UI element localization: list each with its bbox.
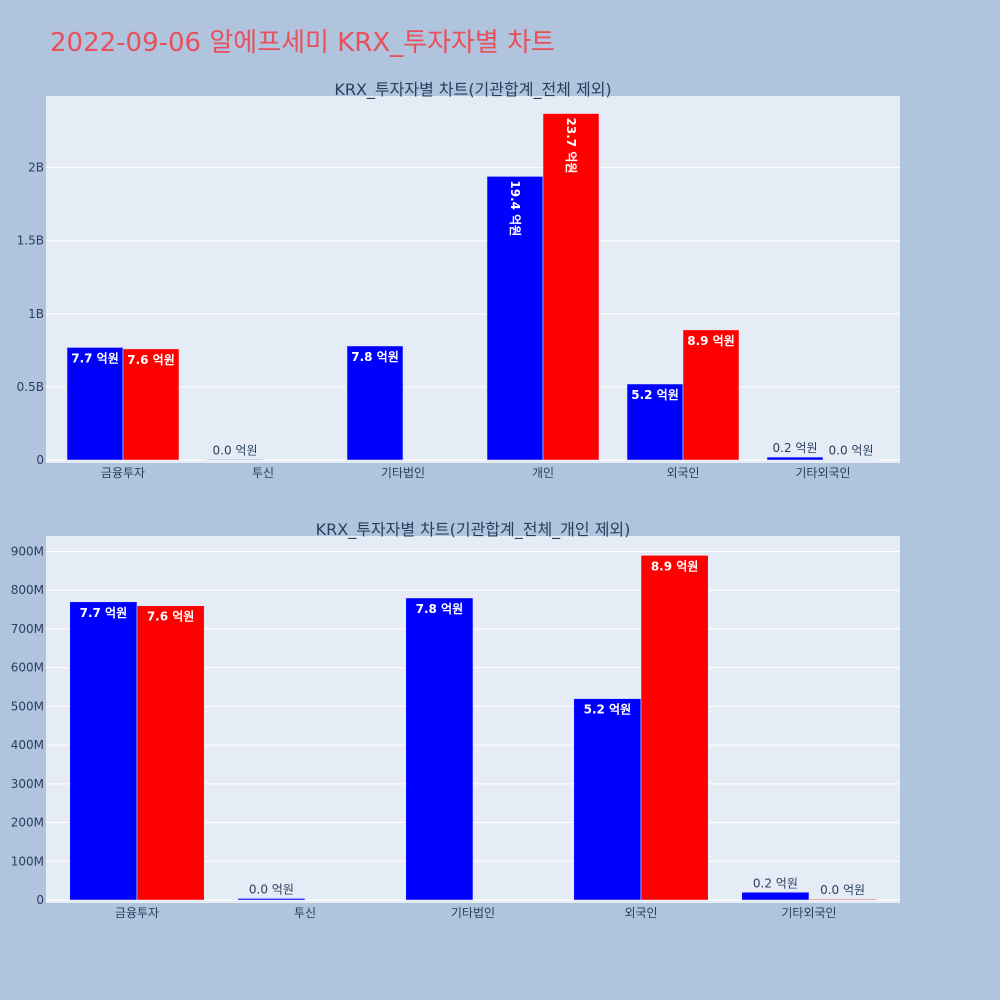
bar (626, 383, 684, 461)
data-label: 7.7 억원 (80, 606, 128, 620)
bar (741, 892, 810, 901)
y-tick-label: 700M (11, 622, 44, 636)
data-label: 0.0 억원 (820, 883, 865, 897)
data-label: 7.7 억원 (71, 351, 119, 365)
bar (66, 347, 124, 461)
y-tick-label: 2B (28, 161, 44, 175)
bar (682, 329, 740, 461)
bar (206, 459, 264, 461)
x-tick-label: 개인 (532, 466, 554, 480)
data-label: 0.0 억원 (249, 882, 294, 896)
data-label: 8.9 억원 (687, 334, 735, 348)
data-label: 0.2 억원 (773, 441, 818, 455)
bar (486, 176, 544, 461)
data-label: 7.8 억원 (351, 350, 399, 364)
data-label: 19.4 억원 (508, 180, 522, 236)
x-tick-label: 기타외국인 (795, 466, 850, 480)
data-label: 7.6 억원 (127, 353, 175, 367)
x-tick-label: 기타외국인 (781, 906, 836, 920)
data-label: 0.0 억원 (829, 444, 874, 458)
bar (573, 698, 642, 901)
x-tick-label: 투신 (252, 466, 274, 480)
bar (405, 597, 474, 901)
data-label: 8.9 억원 (651, 559, 699, 573)
x-tick-label: 기타법인 (381, 466, 425, 480)
bar (122, 348, 180, 461)
x-tick-label: 기타법인 (451, 906, 495, 920)
bar (766, 456, 824, 461)
x-tick-label: 외국인 (666, 466, 699, 480)
bar (136, 605, 205, 901)
y-tick-label: 600M (11, 661, 44, 675)
x-tick-label: 금융투자 (115, 906, 159, 920)
data-label: 0.2 억원 (753, 876, 798, 890)
y-tick-label: 200M (11, 816, 44, 830)
bar (808, 898, 877, 901)
data-label: 7.8 억원 (416, 602, 464, 616)
x-tick-label: 외국인 (624, 906, 657, 920)
data-label: 7.6 억원 (147, 610, 195, 624)
data-label: 0.0 억원 (213, 443, 258, 457)
bar (640, 555, 709, 901)
data-label: 5.2 억원 (631, 388, 679, 402)
y-tick-label: 400M (11, 738, 44, 752)
chart-title: KRX_투자자별 차트(기관합계_전체 제외) (334, 80, 611, 100)
chart-title: KRX_투자자별 차트(기관합계_전체_개인 제외) (316, 520, 631, 540)
bar (69, 601, 138, 901)
plot-area (46, 96, 900, 463)
data-label: 5.2 억원 (584, 703, 632, 717)
y-tick-label: 0.5B (17, 380, 44, 394)
bar (346, 345, 404, 461)
y-tick-label: 0 (36, 893, 44, 907)
y-tick-label: 500M (11, 699, 44, 713)
y-tick-label: 900M (11, 544, 44, 558)
y-tick-label: 1B (28, 307, 44, 321)
page-title: 2022-09-06 알에프세미 KRX_투자자별 차트 (50, 28, 555, 58)
y-tick-label: 0 (36, 453, 44, 467)
y-tick-label: 1.5B (17, 234, 44, 248)
x-tick-label: 금융투자 (101, 466, 145, 480)
x-tick-label: 투신 (294, 906, 316, 920)
chart-1: KRX_투자자별 차트(기관합계_전체 제외) 0 0.5B 1B 1.5B 2B 금융투자… (17, 80, 900, 480)
y-tick-label: 300M (11, 777, 44, 791)
y-tick-label: 800M (11, 583, 44, 597)
bar (237, 898, 306, 901)
bar (542, 113, 600, 461)
data-label: 23.7 억원 (564, 118, 578, 174)
y-tick-label: 100M (11, 854, 44, 868)
